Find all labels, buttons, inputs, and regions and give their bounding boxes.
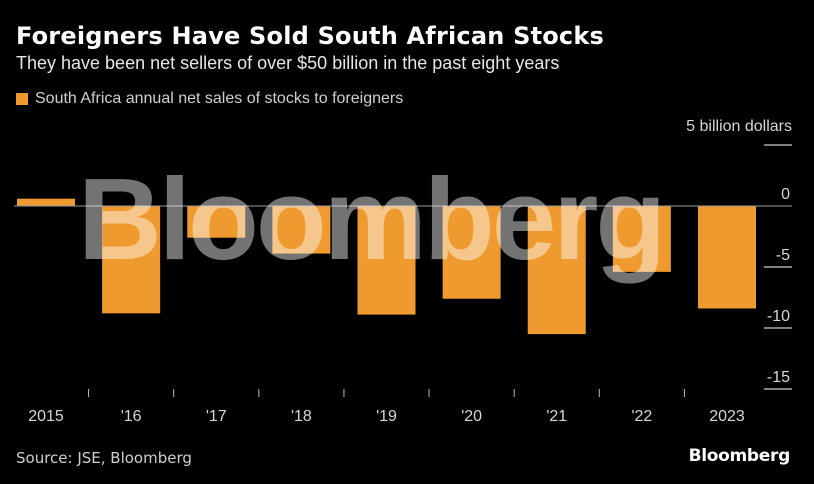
- bars: [17, 198, 756, 335]
- legend-swatch: [16, 93, 28, 105]
- x-tick-label: 2015: [28, 408, 64, 425]
- x-tick-label: 2023: [709, 408, 745, 425]
- legend: South Africa annual net sales of stocks …: [16, 90, 403, 108]
- y-tick-label: -10: [767, 308, 790, 325]
- y-tick-label: 0: [781, 186, 790, 203]
- x-tick-label: '21: [546, 408, 567, 425]
- x-tick-label: '18: [291, 408, 312, 425]
- gridlines: [764, 144, 792, 390]
- x-tick-label: '17: [206, 408, 227, 425]
- y-ticks: 0 -5 -10 -15: [767, 186, 790, 386]
- x-tick-label: '20: [461, 408, 482, 425]
- y-tick-label: -5: [776, 247, 790, 264]
- x-tick-labels: 2015 '16 '17 '18 '19 '20 '21 '22 2023: [28, 389, 745, 425]
- bar-8: [698, 206, 756, 309]
- chart-subtitle: They have been net sellers of over $50 b…: [16, 53, 560, 73]
- bar-7: [612, 206, 671, 272]
- y-tick-label: -15: [767, 369, 790, 386]
- bar-2: [187, 206, 246, 238]
- x-tick-label: '16: [121, 408, 142, 425]
- source-note: Source: JSE, Bloomberg: [16, 449, 192, 467]
- bar-0: [17, 198, 75, 206]
- chart-title: Foreigners Have Sold South African Stock…: [16, 22, 604, 50]
- y-axis-unit-label: 5 billion dollars: [686, 118, 792, 135]
- x-tick-label: '22: [631, 408, 652, 425]
- bar-1: [102, 206, 161, 314]
- bloomberg-logo: Bloomberg: [688, 446, 791, 466]
- bar-4: [357, 206, 416, 315]
- bar-5: [442, 206, 501, 299]
- bar-3: [272, 206, 331, 254]
- legend-label: South Africa annual net sales of stocks …: [35, 90, 404, 107]
- bar-6: [527, 206, 586, 335]
- x-tick-label: '19: [376, 408, 397, 425]
